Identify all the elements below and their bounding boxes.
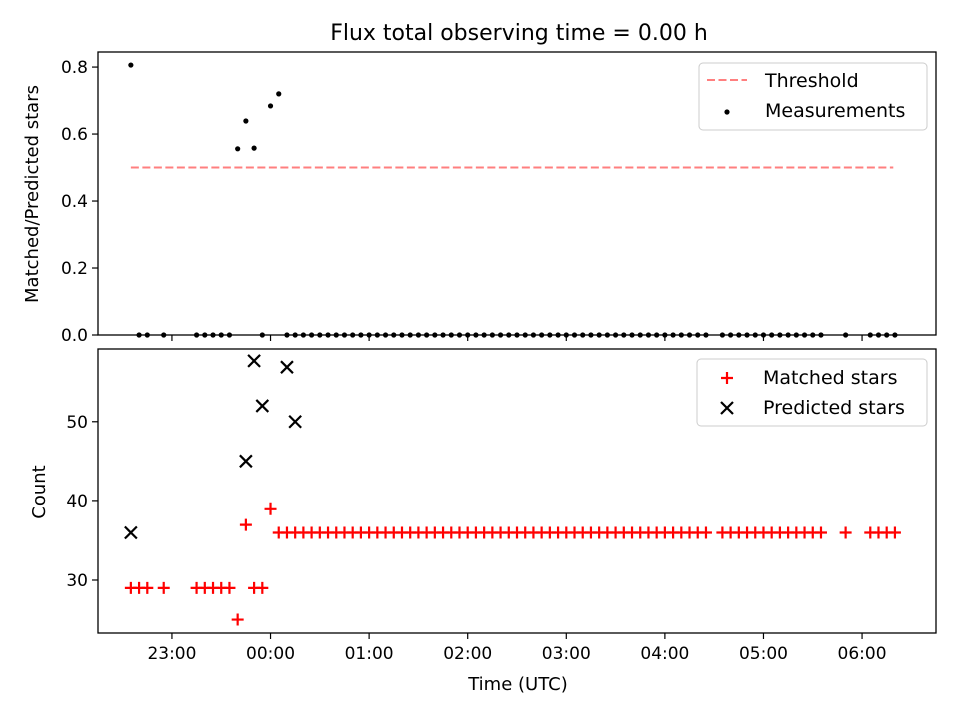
x-tick-label: 01:00	[345, 644, 394, 664]
legend-measurements-swatch	[724, 109, 730, 115]
top-panel: 0.00.20.40.60.8 Matched/Predicted stars …	[22, 51, 937, 346]
measurement-point	[276, 91, 282, 97]
top-legend-box	[698, 62, 928, 131]
top-axes-frame	[97, 51, 937, 336]
top-legend: Threshold Measurements	[698, 62, 928, 131]
matched-star-point	[231, 613, 244, 626]
legend-matched-label: Matched stars	[763, 367, 897, 389]
matched-star-point	[699, 526, 712, 539]
x-tick-label: 00:00	[246, 644, 295, 664]
bottom-axis-ticks: 30 40 50 23:00 00:00 01:00 02:00 03:00 04:00 05:0…	[66, 413, 886, 664]
bottom-plot-marks	[124, 354, 901, 626]
measurement-point	[267, 103, 274, 109]
top-y-tick-label: 0.2	[61, 259, 88, 279]
top-y-axis-label: Matched/Predicted stars	[22, 85, 43, 303]
measurement-point	[235, 146, 241, 152]
bottom-y-tick-label: 30	[66, 571, 88, 591]
x-tick-label: 23:00	[147, 644, 196, 664]
top-y-tick-label: 0.6	[61, 125, 88, 145]
chart-title: Flux total observing time = 0.00 h	[330, 21, 708, 46]
bottom-y-tick-label: 40	[66, 492, 88, 512]
top-y-tick-label: 0.0	[61, 326, 88, 346]
bottom-y-axis-label: Count	[29, 465, 50, 518]
matched-star-point	[157, 581, 170, 594]
predicted-star-point	[280, 360, 294, 374]
matched-star-point	[141, 581, 154, 594]
legend-matched-swatch	[721, 372, 733, 384]
bottom-panel: 30 40 50 23:00 00:00 01:00 02:00 03:00 04:00 05:0…	[29, 348, 937, 695]
matched-star-point	[814, 526, 827, 539]
matched-star-point	[256, 581, 269, 594]
matched-star-point	[888, 526, 901, 539]
measurement-point	[243, 118, 249, 124]
measurement-point	[128, 62, 134, 68]
x-tick-label: 02:00	[443, 644, 492, 664]
predicted-star-point	[255, 399, 270, 413]
top-axis-ticks: 0.0 0.2 0.4 0.6 0.8	[61, 58, 863, 346]
predicted-star-point	[247, 354, 261, 368]
matched-star-point	[839, 526, 852, 539]
legend-predicted-swatch	[720, 401, 734, 415]
legend-measurements-label: Measurements	[765, 100, 905, 122]
x-axis-label: Time (UTC)	[467, 674, 568, 695]
top-y-tick-label: 0.4	[61, 192, 88, 212]
matched-star-point	[264, 502, 277, 515]
predicted-star-point	[288, 415, 302, 429]
measurement-point	[251, 145, 257, 151]
bottom-legend: Matched stars Predicted stars	[696, 358, 928, 427]
predicted-star-point	[124, 525, 138, 540]
bottom-legend-box	[696, 358, 928, 427]
bottom-y-tick-label: 50	[66, 413, 88, 433]
top-y-tick-label: 0.8	[61, 58, 88, 78]
bottom-axes-frame	[97, 348, 937, 634]
legend-predicted-label: Predicted stars	[763, 397, 905, 419]
legend-threshold-label: Threshold	[764, 70, 859, 92]
x-tick-label: 06:00	[838, 644, 887, 664]
x-tick-label: 05:00	[739, 644, 788, 664]
matched-star-point	[223, 581, 236, 594]
x-tick-label: 03:00	[542, 644, 591, 664]
x-tick-label: 04:00	[640, 644, 689, 664]
matched-star-point	[239, 518, 252, 531]
predicted-star-point	[239, 454, 253, 469]
